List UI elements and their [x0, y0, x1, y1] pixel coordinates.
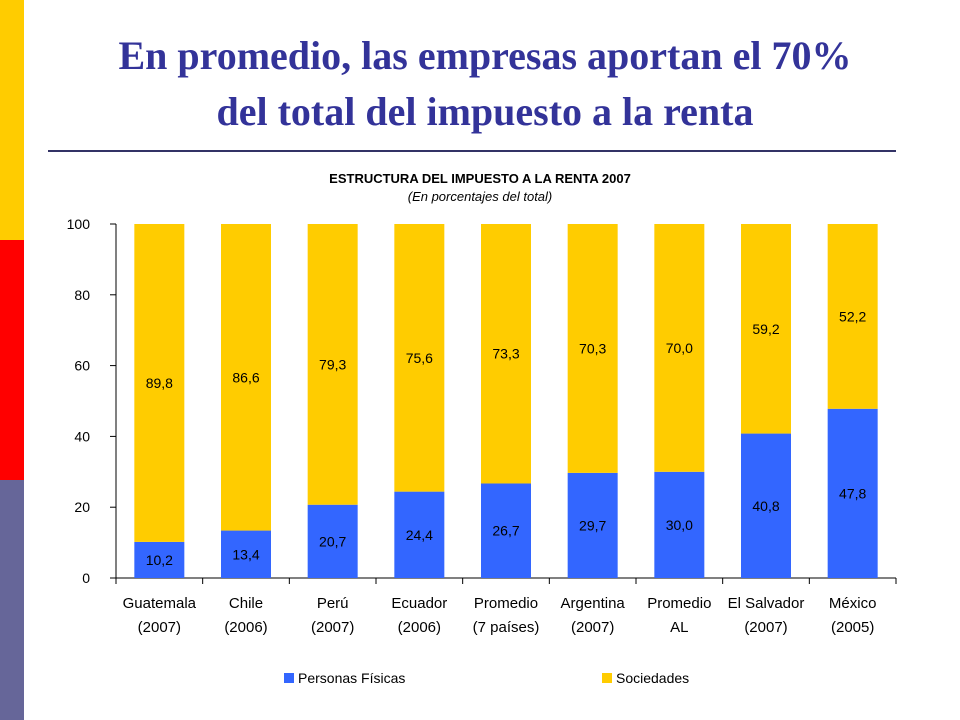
- bar-sociedades: [827, 224, 878, 409]
- data-label-sociedades: 70,3: [579, 340, 606, 356]
- data-label-personas-fisicas: 24,4: [406, 527, 433, 543]
- y-tick-label: 60: [74, 358, 90, 374]
- bar-personas-fisicas: [741, 433, 791, 578]
- x-category-label: (2005): [831, 619, 874, 636]
- x-category-label: (2007): [744, 619, 787, 636]
- data-label-personas-fisicas: 10,2: [146, 552, 173, 568]
- legend-item-personas-fisicas: Personas Físicas: [284, 670, 405, 686]
- data-label-personas-fisicas: 20,7: [319, 533, 346, 549]
- x-category-label: (2007): [571, 619, 614, 636]
- chart-title: ESTRUCTURA DEL IMPUESTO A LA RENTA 2007: [329, 171, 631, 186]
- bar-sociedades: [221, 224, 271, 531]
- legend-swatch-sociedades: [602, 673, 612, 683]
- bar-sociedades: [741, 224, 791, 434]
- legend-label-personas-fisicas: Personas Físicas: [298, 670, 406, 686]
- bar-sociedades: [567, 224, 618, 473]
- x-category-label: Argentina: [561, 595, 626, 612]
- bar-sociedades: [307, 224, 358, 505]
- accent-bar-yellow: [0, 0, 24, 240]
- x-category-label: (2006): [398, 619, 441, 636]
- x-category-label: Promedio: [474, 595, 538, 612]
- slide-title-line-1: En promedio, las empresas aportan el 70%: [118, 33, 852, 78]
- data-label-sociedades: 75,6: [406, 350, 433, 366]
- y-tick-label: 80: [74, 287, 90, 303]
- bar-personas-fisicas: [567, 472, 618, 578]
- bar-sociedades: [654, 224, 705, 472]
- bar-sociedades: [394, 224, 445, 492]
- slide-title: En promedio, las empresas aportan el 70%…: [40, 28, 930, 140]
- x-category-label: Perú: [317, 595, 349, 612]
- bar-personas-fisicas: [307, 504, 358, 578]
- data-label-sociedades: 73,3: [492, 346, 519, 362]
- bar-sociedades: [481, 224, 531, 484]
- y-tick-label: 20: [74, 499, 90, 515]
- x-category-label: (2006): [224, 619, 267, 636]
- data-label-sociedades: 79,3: [319, 356, 346, 372]
- data-label-personas-fisicas: 47,8: [839, 485, 866, 501]
- x-category-label: AL: [670, 619, 688, 636]
- data-label-personas-fisicas: 29,7: [579, 517, 606, 533]
- x-category-label: (2007): [138, 619, 181, 636]
- legend-label-sociedades: Sociedades: [616, 670, 690, 686]
- bar-personas-fisicas: [827, 408, 878, 578]
- bar-sociedades: [134, 224, 185, 542]
- data-label-personas-fisicas: 40,8: [752, 498, 779, 514]
- x-category-label: Promedio: [647, 595, 711, 612]
- data-label-personas-fisicas: 13,4: [232, 546, 259, 562]
- x-category-label: Guatemala: [123, 595, 197, 612]
- x-category-label: El Salvador: [728, 595, 805, 612]
- slide-title-line-2: del total del impuesto a la renta: [216, 89, 754, 134]
- bar-personas-fisicas: [654, 471, 705, 578]
- x-category-label: Chile: [229, 595, 263, 612]
- data-label-personas-fisicas: 26,7: [492, 523, 519, 539]
- data-label-personas-fisicas: 30,0: [666, 517, 693, 533]
- y-tick-label: 100: [67, 216, 91, 232]
- data-label-sociedades: 89,8: [146, 375, 173, 391]
- data-label-sociedades: 86,6: [232, 369, 259, 385]
- x-category-label: México: [829, 595, 877, 612]
- x-category-label: (2007): [311, 619, 354, 636]
- x-category-label: (7 países): [473, 619, 540, 636]
- accent-bar-blue: [0, 480, 24, 720]
- legend-item-sociedades: Sociedades: [602, 670, 689, 686]
- accent-bar-red: [0, 240, 24, 480]
- bar-personas-fisicas: [394, 491, 445, 578]
- bar-personas-fisicas: [221, 530, 271, 578]
- y-tick-label: 0: [82, 570, 90, 586]
- data-label-sociedades: 59,2: [752, 321, 779, 337]
- title-divider: [48, 150, 896, 152]
- chart-subtitle: (En porcentajes del total): [407, 189, 553, 204]
- data-label-sociedades: 70,0: [666, 340, 693, 356]
- data-label-sociedades: 52,2: [839, 308, 866, 324]
- y-tick-label: 40: [74, 428, 90, 444]
- bar-personas-fisicas: [481, 483, 531, 578]
- legend-swatch-personas-fisicas: [284, 673, 294, 683]
- bar-personas-fisicas: [134, 541, 185, 578]
- x-category-label: Ecuador: [391, 595, 447, 612]
